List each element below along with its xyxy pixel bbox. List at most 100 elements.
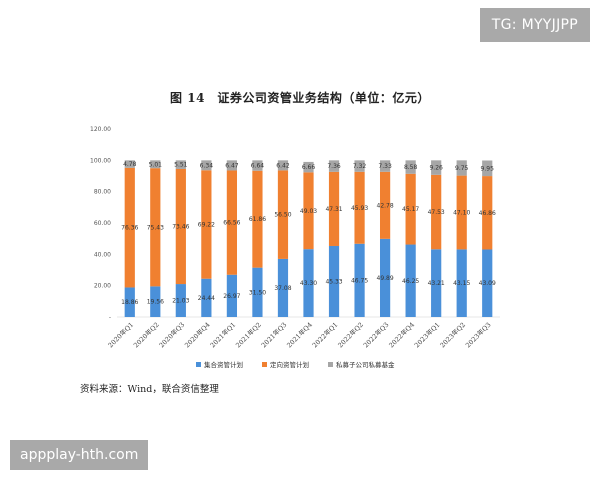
bar-segment <box>456 160 467 176</box>
bar-segment <box>201 160 212 171</box>
bar-segment <box>379 171 391 239</box>
data-label: 7.32 <box>353 163 367 170</box>
x-tick-label: 2020年Q1 <box>106 320 135 349</box>
bar-segment <box>175 284 186 317</box>
data-label: 18.86 <box>121 299 138 306</box>
bar-segment <box>150 286 161 317</box>
data-label: 7.36 <box>327 163 341 170</box>
data-label: 9.26 <box>429 165 443 172</box>
data-label: 43.15 <box>453 280 470 287</box>
bar-segment <box>482 176 493 250</box>
x-tick-label: 2021年Q4 <box>285 320 314 349</box>
bar-segment <box>354 243 365 317</box>
bar-segment <box>252 160 263 171</box>
data-label: 45.17 <box>402 206 419 213</box>
data-label: 6.66 <box>302 164 316 171</box>
bar-segment <box>124 160 135 168</box>
x-tick-label: 2021年Q2 <box>233 320 262 349</box>
bar-segment <box>354 171 365 244</box>
bar-segment <box>252 170 263 268</box>
data-label: 46.75 <box>351 277 368 284</box>
data-label: 47.10 <box>453 210 470 217</box>
data-label: 21.03 <box>172 298 189 305</box>
data-label: 7.33 <box>378 163 392 170</box>
bar-segment <box>405 244 416 317</box>
y-tick-label: 120.00 <box>90 126 111 133</box>
x-tick-label: 2022年Q4 <box>387 320 416 349</box>
bar-segment <box>252 267 263 317</box>
data-label: 8.58 <box>404 164 418 171</box>
data-label: 6.34 <box>200 162 214 169</box>
data-label: 43.09 <box>479 280 496 287</box>
bar-segment <box>150 168 161 287</box>
data-label: 4.78 <box>123 161 137 168</box>
bar-segment <box>303 172 314 250</box>
x-tick-label: 2021年Q3 <box>259 320 288 349</box>
legend-label: 定向资管计划 <box>270 360 309 369</box>
x-tick-label: 2022年Q1 <box>310 320 339 349</box>
bar-segment <box>277 160 289 171</box>
bar-segment <box>379 160 391 172</box>
data-label: 26.97 <box>223 293 240 300</box>
bar-segment <box>150 160 161 169</box>
x-tick-label: 2020年Q4 <box>182 320 211 349</box>
y-tick-label: 40.00 <box>94 251 111 258</box>
x-tick-label: 2022年Q3 <box>361 320 390 349</box>
x-tick-label: 2023年Q1 <box>412 320 441 349</box>
data-label: 46.25 <box>402 278 419 285</box>
bar-segment <box>303 249 314 317</box>
bar-segment <box>431 160 442 175</box>
data-label: 47.31 <box>325 206 342 213</box>
x-tick-label: 2022年Q2 <box>336 320 365 349</box>
bar-segment <box>226 274 238 317</box>
legend: 集合资管计划 定向资管计划 私募子公司私募基金 <box>196 360 395 369</box>
bar-segment <box>456 175 467 250</box>
data-label: 47.53 <box>428 209 445 216</box>
x-tick-label: 2020年Q3 <box>157 320 186 349</box>
bar-segment <box>405 173 416 245</box>
data-label: 37.08 <box>274 285 291 292</box>
bar-segment <box>482 160 493 177</box>
data-label: 5.01 <box>149 161 163 168</box>
legend-swatch <box>328 362 333 367</box>
bar-segment <box>226 170 238 275</box>
watermark-top: TG: MYYJJPP <box>479 8 590 42</box>
bar-segment <box>456 249 467 317</box>
data-label: 61.86 <box>249 216 266 223</box>
legend-label: 私募子公司私募基金 <box>336 360 395 369</box>
data-label: 46.86 <box>479 210 496 217</box>
bar-segment <box>431 249 442 317</box>
data-label: 73.46 <box>172 224 189 231</box>
data-label: 6.42 <box>276 162 290 169</box>
legend-label: 集合资管计划 <box>204 360 243 369</box>
data-label: 43.30 <box>300 280 317 287</box>
data-label: 69.22 <box>198 221 215 228</box>
bar-segment <box>277 170 289 259</box>
bar-segment <box>277 258 289 317</box>
data-label: 42.78 <box>377 202 394 209</box>
bar-group: 18.86 76.36 4.78 19.56 75.43 5.01 21.03 73.46 5.… <box>121 160 496 317</box>
data-label: 24.44 <box>198 295 215 302</box>
x-tick-label: 2023年Q2 <box>438 320 467 349</box>
watermark-bottom: appplay-hth.com <box>10 440 149 470</box>
x-tick-label: 2020年Q2 <box>131 320 160 349</box>
bar-segment <box>303 161 314 173</box>
bar-segment <box>124 167 135 288</box>
data-label: 43.21 <box>428 280 445 287</box>
data-label: 45.93 <box>351 205 368 212</box>
data-label: 19.56 <box>147 299 164 306</box>
data-label: 45.33 <box>325 278 342 285</box>
bar-segment <box>431 174 442 250</box>
x-axis: 2020年Q12020年Q22020年Q32020年Q42021年Q12021年… <box>106 320 493 349</box>
bar-segment <box>175 168 186 285</box>
source-note: 资料来源：Wind，联合资信整理 <box>80 384 219 395</box>
bar-segment <box>124 287 135 317</box>
data-label: 9.95 <box>481 165 495 172</box>
chart-title: 图 14 证券公司资管业务结构（单位：亿元） <box>170 91 430 105</box>
data-label: 6.64 <box>251 163 265 170</box>
data-label: 49.03 <box>300 208 317 215</box>
data-label: 76.36 <box>121 225 138 232</box>
data-label: 56.50 <box>274 212 291 219</box>
data-label: 31.50 <box>249 289 266 296</box>
